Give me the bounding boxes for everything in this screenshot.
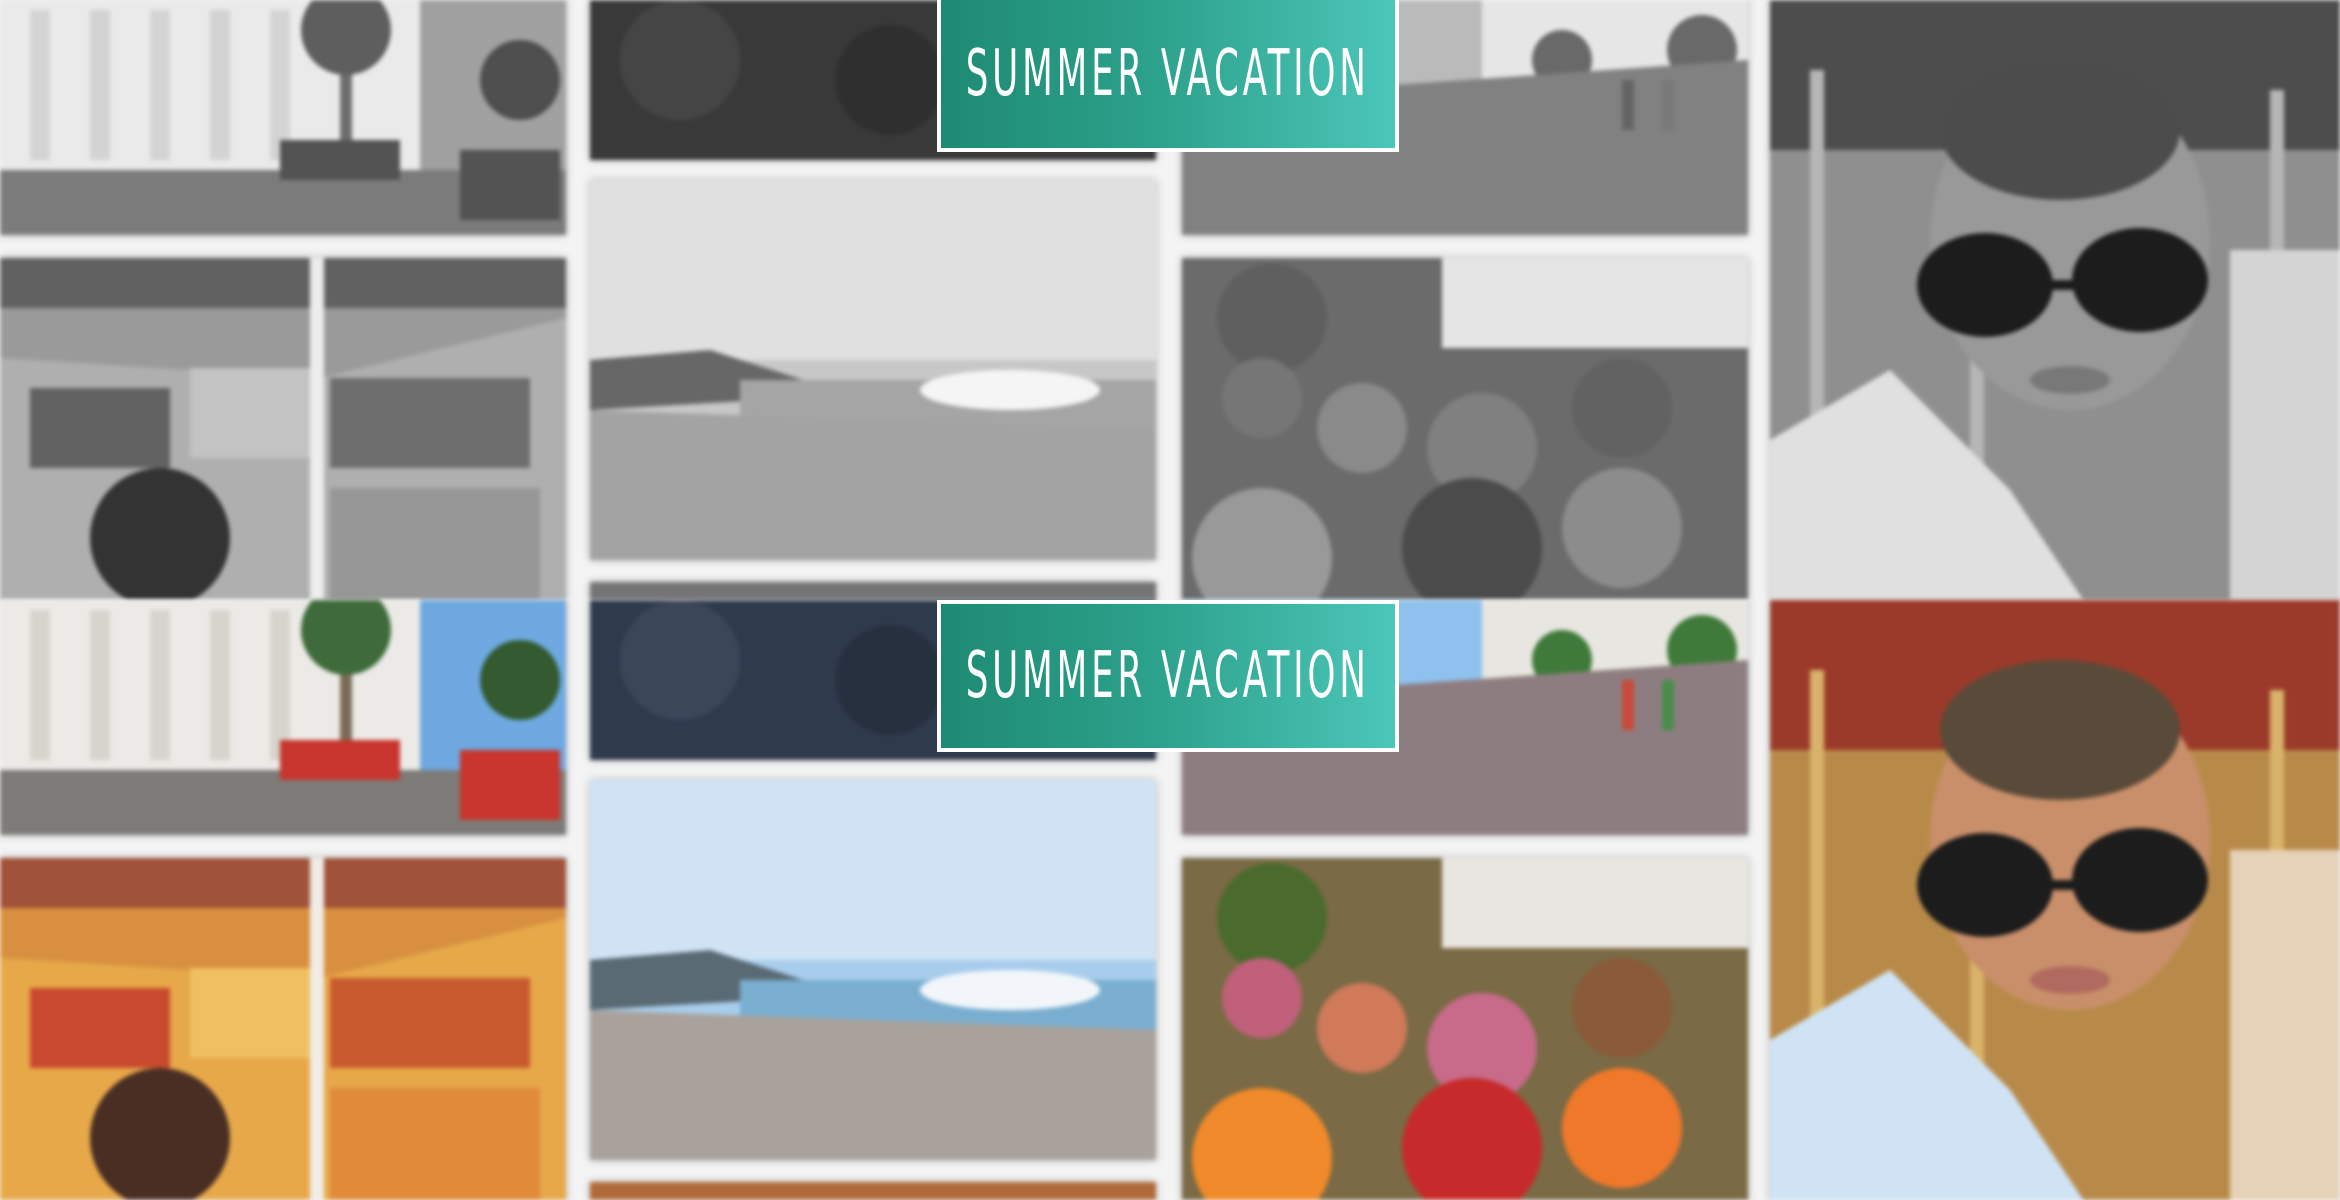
carousel-portrait-photo (1770, 600, 2340, 1200)
hotel-photo (0, 600, 566, 835)
title-banner-color: SUMMER VACATION (937, 600, 1399, 752)
beach-photo (590, 780, 1156, 1160)
carousel-portrait-photo (1770, 0, 2340, 600)
hotel-photo (0, 0, 566, 235)
beach-photo (590, 180, 1156, 560)
title-banner-grayscale: SUMMER VACATION (937, 0, 1399, 152)
promenade-photo (1182, 600, 1748, 835)
flower-market-photo (1182, 858, 1748, 1200)
market-stall-photo (0, 858, 566, 1200)
color-collage-panel (0, 600, 2340, 1200)
market-stall-photo (0, 258, 566, 600)
banner-title: SUMMER VACATION (966, 37, 1370, 111)
banner-title: SUMMER VACATION (966, 639, 1370, 713)
flower-market-photo (1182, 258, 1748, 600)
bottom-partial-photo (590, 1182, 1156, 1200)
